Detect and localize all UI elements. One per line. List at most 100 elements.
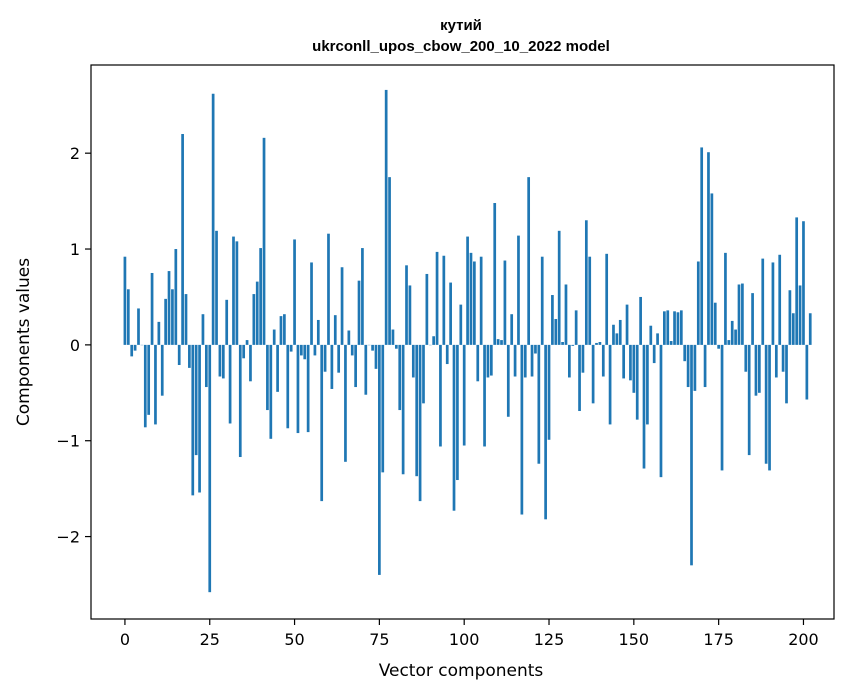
bar-159 [663,311,666,345]
bar-4 [137,308,140,345]
bar-55 [310,262,313,345]
bar-2 [130,344,134,357]
bar-119 [527,177,531,345]
bar-197 [791,313,795,345]
bar-60 [327,233,330,345]
bar-200 [802,221,805,345]
bar-27 [215,230,218,345]
bar-198 [795,217,799,345]
bar-33 [235,241,239,345]
bar-9 [154,344,157,425]
bar-167 [690,344,693,566]
bar-186 [754,344,758,396]
bar-63 [337,344,341,373]
bar-66 [347,330,351,345]
chart-title-line-1: кутий [440,17,482,34]
bar-87 [418,344,422,502]
bar-57 [316,319,320,345]
x-tick-label: 100 [449,630,480,649]
bar-118 [523,344,527,378]
bar-99 [459,304,463,345]
bar-163 [676,312,680,345]
bar-75 [378,344,381,575]
bar-13 [167,271,171,345]
bar-77 [384,89,388,345]
bar-29 [221,344,225,379]
bar-41 [262,137,266,345]
x-tick-label: 75 [369,630,389,649]
bar-92 [435,251,439,345]
chart-title-line-2: ukrconll_upos_cbow_200_10_2022 model [312,38,610,55]
bar-81 [398,344,402,411]
bar-76 [381,344,385,473]
bar-176 [720,344,724,471]
bar-44 [272,329,276,345]
bar-202 [808,313,812,345]
y-tick-label: −2 [56,528,80,547]
bar-143 [608,344,612,425]
bar-78 [388,177,391,345]
bar-32 [232,236,235,345]
bars-group [123,89,812,593]
bar-117 [520,344,524,515]
bar-79 [391,329,395,345]
bar-115 [513,344,517,377]
bar-6 [143,344,147,428]
bar-102 [469,252,473,345]
bar-103 [473,261,476,345]
bar-184 [747,344,751,456]
bar-173 [710,193,714,345]
bar-185 [751,293,754,345]
bar-71 [364,344,368,395]
bar-3 [133,344,137,351]
bar-51 [296,344,300,434]
bar-54 [306,344,310,433]
bar-74 [374,344,378,369]
x-tick-label: 200 [788,630,819,649]
bar-127 [554,319,558,345]
bar-111 [500,340,503,345]
bar-191 [771,262,775,345]
bar-145 [615,333,619,345]
bar-116 [517,235,520,345]
bar-114 [510,314,514,345]
bar-30 [225,299,229,345]
bar-140 [598,342,602,345]
bar-94 [442,255,446,345]
bar-156 [652,344,656,364]
bar-121 [534,344,537,354]
bar-46 [279,316,283,345]
bar-153 [642,344,646,469]
bar-180 [734,329,737,345]
x-axis-label: Vector components [379,661,544,681]
bar-91 [432,336,436,345]
bar-168 [693,344,697,391]
bar-110 [496,339,500,345]
bar-65 [344,344,347,462]
bar-10 [157,321,161,345]
bar-67 [350,344,354,356]
bar-0 [123,256,127,345]
bar-11 [160,344,164,396]
bar-64 [340,267,344,345]
bar-192 [774,344,778,378]
bar-23 [201,314,205,345]
bar-39 [255,281,259,345]
bar-85 [411,344,415,378]
bar-158 [659,344,663,478]
bar-129 [561,342,564,345]
bar-68 [354,344,357,388]
bar-88 [422,344,425,404]
bar-182 [741,283,744,345]
bar-36 [245,340,249,345]
bar-106 [483,344,486,447]
bar-17 [181,134,184,345]
bar-14 [171,289,174,345]
bar-112 [503,260,507,345]
bar-190 [768,344,771,471]
bar-183 [744,344,748,372]
bar-160 [666,310,670,345]
bar-61 [330,344,334,389]
bar-125 [547,344,551,440]
